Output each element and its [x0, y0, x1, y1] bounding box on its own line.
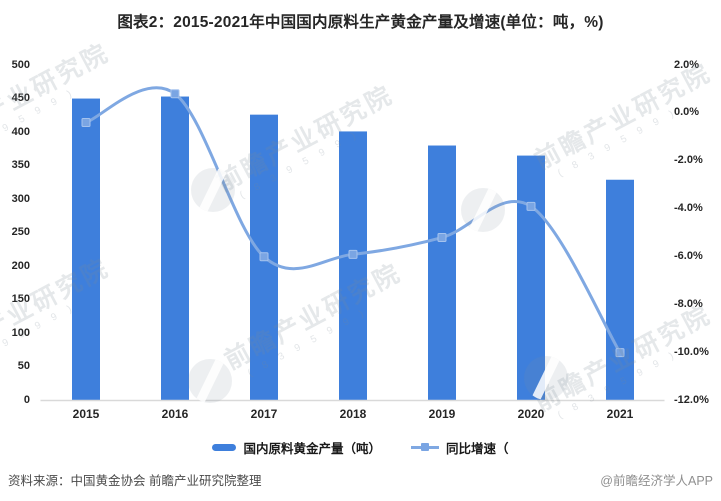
left-tick-450: 450	[11, 92, 30, 105]
marker-2018	[348, 249, 358, 259]
right-tick--12.0%: -12.0%	[674, 394, 709, 406]
bar-2019	[428, 145, 456, 401]
x-tick-2020: 2020	[517, 407, 545, 421]
x-tick-2021: 2021	[606, 407, 634, 421]
right-tick--6.0%: -6.0%	[674, 250, 703, 263]
marker-2017	[259, 252, 269, 262]
source-text: 资料来源：中国黄金协会 前瞻产业研究院整理	[8, 474, 262, 488]
bar-swatch-icon	[212, 444, 237, 451]
left-tick-400: 400	[11, 125, 30, 138]
chart-title: 图表2：2015-2021年中国国内原料生产黄金产量及增速(单位：吨，%)	[117, 14, 604, 31]
left-tick-150: 150	[11, 293, 30, 306]
x-tick-2019: 2019	[428, 407, 456, 421]
legend-label-growth: 同比增速（	[446, 442, 509, 456]
bar-2018	[339, 131, 367, 401]
right-tick--8.0%: -8.0%	[674, 298, 703, 311]
left-tick-300: 300	[11, 192, 30, 205]
bar-2021	[606, 179, 634, 401]
marker-2019	[437, 233, 447, 243]
bar-2016	[161, 96, 189, 401]
right-tick--10.0%: -10.0%	[674, 346, 709, 359]
x-tick-2016: 2016	[161, 407, 189, 421]
x-tick-2017: 2017	[250, 407, 278, 421]
left-tick-100: 100	[11, 326, 30, 339]
x-tick-2015: 2015	[72, 407, 100, 421]
left-tick-200: 200	[11, 259, 30, 272]
legend: 国内原料黄金产量（吨） 同比增速（	[0, 438, 721, 457]
right-tick--4.0%: -4.0%	[674, 202, 703, 215]
marker-2015	[81, 118, 91, 128]
left-tick-250: 250	[11, 226, 30, 239]
bar-2020	[517, 155, 545, 401]
left-tick-0: 0	[23, 394, 30, 406]
marker-2016	[170, 89, 180, 99]
right-tick--2.0%: -2.0%	[674, 154, 703, 167]
line-swatch-icon	[411, 443, 439, 451]
bar-2015	[72, 98, 100, 401]
credit-text: @前瞻经济学人APP	[600, 474, 713, 488]
left-tick-350: 350	[11, 159, 30, 172]
legend-label-production: 国内原料黄金产量（吨）	[243, 442, 381, 456]
x-tick-2018: 2018	[339, 407, 367, 421]
right-tick-0.0%: 0.0%	[674, 106, 700, 119]
left-tick-500: 500	[11, 58, 30, 71]
marker-2020	[526, 201, 536, 211]
legend-item-production: 国内原料黄金产量（吨）	[212, 438, 381, 457]
left-tick-50: 50	[17, 360, 30, 373]
right-tick-2.0%: 2.0%	[674, 58, 700, 71]
legend-item-growth: 同比增速（	[411, 438, 509, 457]
marker-2021	[615, 348, 625, 358]
